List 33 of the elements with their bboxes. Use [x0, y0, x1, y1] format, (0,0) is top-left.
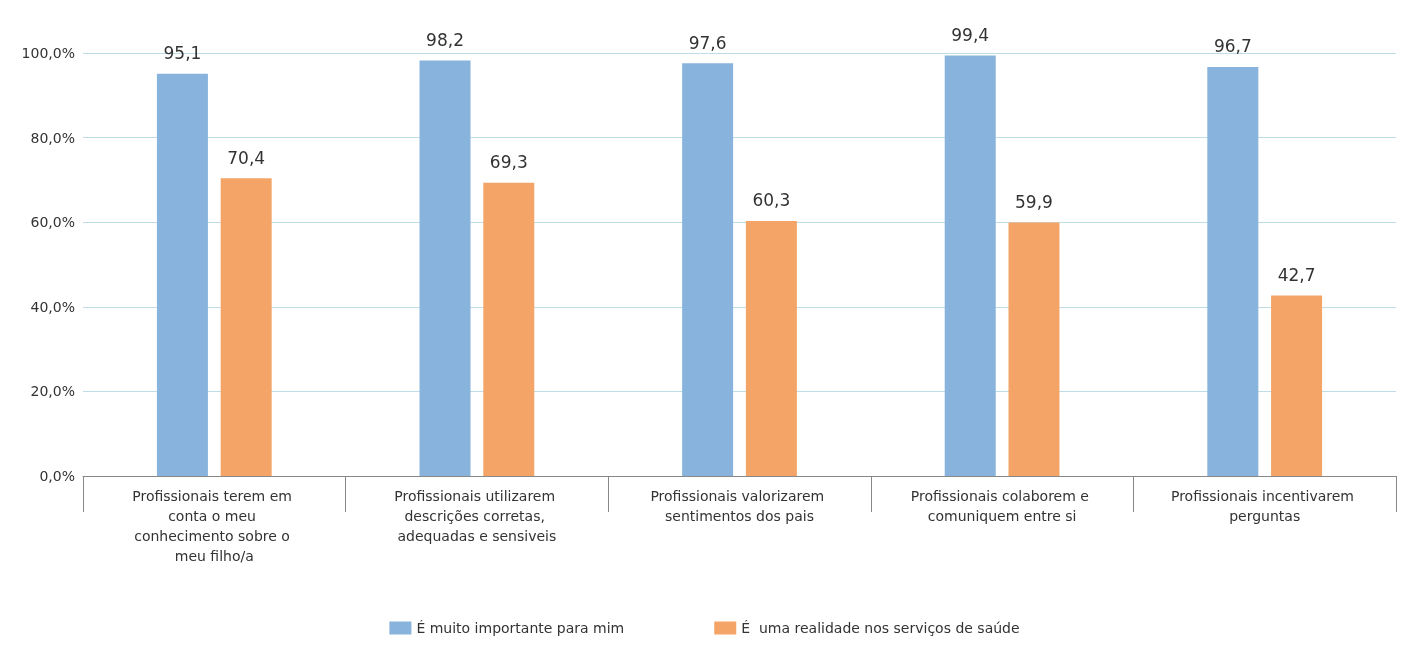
bar	[745, 220, 797, 476]
y-tick-label: 40,0%	[30, 298, 75, 315]
data-label: 59,9	[1015, 192, 1053, 213]
bar	[944, 55, 996, 476]
data-label: 42,7	[1277, 264, 1316, 285]
x-tick-label: Profissionais terem em conta o meu conhecimento sobre o meu filho/a	[132, 488, 297, 564]
y-tick-label: 60,0%	[30, 214, 75, 231]
data-label: 98,2	[426, 30, 464, 51]
x-tick-label: Profissionais incentivarem perguntas	[1170, 488, 1359, 524]
bar	[682, 63, 734, 476]
x-tick-label: Profissionais colaborem e comuniquem entre si	[910, 488, 1094, 524]
x-tick-label: Profissionais utilizarem descrições corretas, adequadas e sensiveis	[394, 488, 560, 544]
bar	[419, 60, 471, 476]
y-tick-label: 0,0%	[39, 468, 75, 484]
data-label: 99,4	[951, 25, 990, 46]
bar	[1271, 295, 1323, 476]
data-label: 95,1	[163, 43, 202, 64]
data-label: 96,7	[1213, 36, 1252, 57]
legend-label: É uma realidade nos serviços de saúde	[741, 620, 1020, 636]
bar	[1008, 222, 1060, 476]
data-label: 60,3	[752, 190, 791, 211]
bar	[483, 182, 535, 476]
data-label: 70,4	[227, 147, 266, 168]
data-label: 97,6	[688, 32, 727, 53]
data-label: 69,3	[489, 152, 528, 173]
x-tick-label: Profissionais valorizarem sentimentos dos pais	[650, 488, 829, 524]
y-tick-label: 20,0%	[30, 383, 75, 400]
bar	[156, 73, 208, 476]
y-tick-label: 100,0%	[21, 45, 75, 61]
y-tick-label: 80,0%	[30, 129, 75, 146]
legend-label: É muito importante para mim	[416, 620, 625, 636]
bar	[1207, 66, 1259, 476]
bar	[220, 178, 272, 476]
